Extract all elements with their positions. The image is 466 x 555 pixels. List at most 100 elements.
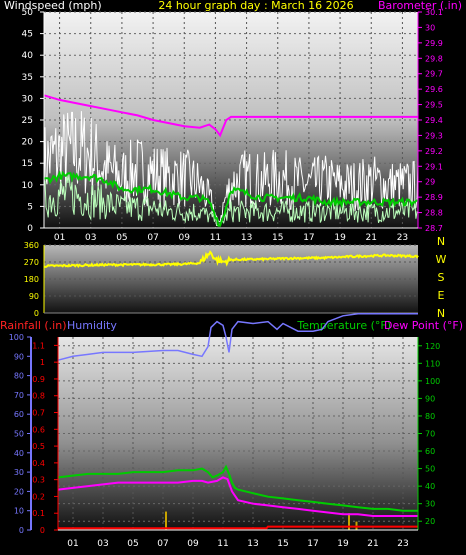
temperature-hour-label: 05 xyxy=(127,539,138,549)
wind-hour-label: 07 xyxy=(147,233,158,243)
barometer-tick-label: 30 xyxy=(425,23,435,32)
humidity-line xyxy=(57,313,418,361)
wind-axes: 0510152025303540455028.728.828.92929.129… xyxy=(22,8,443,243)
wind-tick-label: 15 xyxy=(22,159,33,169)
wind-hour-label: 15 xyxy=(272,233,283,243)
dewpoint-axis-title: Dew Point (°F) xyxy=(384,319,463,332)
humidity-tick-label: 100 xyxy=(9,333,24,342)
wind-tick-label: 25 xyxy=(22,116,33,126)
direction-tick-label: 180 xyxy=(24,275,39,284)
humidity-tick-label: 90 xyxy=(14,352,24,361)
wind-average-series xyxy=(43,174,419,226)
temperature-hour-label: 19 xyxy=(337,539,349,549)
graph-date-title: 24 hour graph day : March 16 2026 xyxy=(158,0,353,12)
barometer-tick-label: 28.7 xyxy=(425,224,443,233)
temperature-hour-label: 21 xyxy=(367,539,378,549)
wind-tick-label: 40 xyxy=(22,51,34,61)
direction-tick-label: 360 xyxy=(24,241,39,250)
temperature-hour-label: 11 xyxy=(217,539,228,549)
barometer-tick-label: 28.9 xyxy=(425,193,443,202)
temperature-hour-label: 03 xyxy=(97,539,108,549)
humidity-tick-label: 80 xyxy=(14,372,24,381)
wind-gust-series xyxy=(43,111,419,223)
barometer-tick-label: 28.8 xyxy=(425,209,443,218)
barometer-line xyxy=(43,94,418,138)
direction-series xyxy=(43,250,419,269)
compass-label: N xyxy=(437,307,445,320)
wind-axis-title: Windspeed (mph) xyxy=(4,0,102,12)
humidity-tick-label: 60 xyxy=(14,410,24,419)
barometer-tick-label: 29.4 xyxy=(425,116,443,125)
rain-tick-label: 0.9 xyxy=(32,375,45,384)
rainfall-series xyxy=(58,525,418,530)
temperature-axes: 2030405060708090100110120010203040506070… xyxy=(9,333,441,549)
temperature-axis-title: Temperature (°F) xyxy=(296,319,391,332)
wind-average-line xyxy=(43,174,419,226)
wind-hour-label: 13 xyxy=(241,233,252,243)
temperature-hour-label: 23 xyxy=(397,539,408,549)
wind-hour-label: 23 xyxy=(397,233,408,243)
barometer-tick-label: 29.2 xyxy=(425,147,443,156)
compass-label: W xyxy=(436,253,447,266)
rain-tick-label: 0.8 xyxy=(32,392,45,401)
wind-hour-label: 03 xyxy=(85,233,96,243)
dewpoint-line xyxy=(57,476,418,517)
humidity-tick-label: 40 xyxy=(14,449,24,458)
temperature-tick-label: 40 xyxy=(425,482,435,491)
direction-tick-label: 0 xyxy=(34,309,39,318)
direction-tick-label: 90 xyxy=(29,292,39,301)
temperature-tick-label: 30 xyxy=(425,500,435,509)
temperature-tick-label: 120 xyxy=(425,342,440,351)
barometer-tick-label: 29.8 xyxy=(425,54,443,63)
temperature-tick-label: 110 xyxy=(425,359,440,368)
wind-hour-label: 17 xyxy=(303,233,314,243)
barometer-tick-label: 29.6 xyxy=(425,85,443,94)
wind-tick-label: 35 xyxy=(22,73,33,83)
wind-tick-label: 5 xyxy=(27,202,33,212)
direction-line xyxy=(43,250,419,269)
wind-tick-label: 20 xyxy=(22,138,34,148)
temperature-line xyxy=(57,464,418,512)
temperature-hour-label: 07 xyxy=(157,539,168,549)
rain-tick-label: 0.6 xyxy=(32,425,45,434)
temperature-hour-label: 09 xyxy=(187,539,199,549)
barometer-tick-label: 30.1 xyxy=(425,8,443,17)
temperature-gridlines xyxy=(58,337,418,530)
temperature-tick-label: 60 xyxy=(425,447,435,456)
rain-tick-label: 0.3 xyxy=(32,476,45,485)
humidity-tick-label: 0 xyxy=(19,526,24,535)
temperature-series xyxy=(57,464,418,512)
humidity-tick-label: 10 xyxy=(14,507,24,516)
humidity-series xyxy=(57,313,418,361)
barometer-tick-label: 29.5 xyxy=(425,101,443,110)
wind-hour-label: 11 xyxy=(210,233,221,243)
rain-tick-label: 0.4 xyxy=(32,459,45,468)
wind-10min-series xyxy=(43,170,419,227)
wind-hour-label: 19 xyxy=(334,233,346,243)
wind-tick-label: 0 xyxy=(27,224,33,234)
humidity-tick-label: 30 xyxy=(14,468,24,477)
wind-gust-line xyxy=(43,111,419,223)
barometer-tick-label: 29.7 xyxy=(425,70,443,79)
temperature-hour-label: 13 xyxy=(247,539,258,549)
temperature-tick-label: 50 xyxy=(425,465,435,474)
dewpoint-series xyxy=(57,476,418,517)
rain-tick-label: 0 xyxy=(40,526,45,535)
wind-tick-label: 30 xyxy=(22,94,34,104)
compass-label: N xyxy=(437,235,445,248)
humidity-tick-label: 20 xyxy=(14,487,24,496)
temperature-hour-label: 15 xyxy=(277,539,288,549)
barometer-tick-label: 29 xyxy=(425,178,435,187)
wind-tick-label: 45 xyxy=(22,30,33,40)
wind-hour-label: 01 xyxy=(54,233,65,243)
barometer-tick-label: 29.3 xyxy=(425,131,443,140)
rain-tick-label: 0.7 xyxy=(32,409,45,418)
compass-label: S xyxy=(438,271,445,284)
rain-tick-label: 0.1 xyxy=(32,509,45,518)
barometer-axis-title: Barometer (.in) xyxy=(378,0,462,12)
temperature-tick-label: 100 xyxy=(425,377,440,386)
wind-tick-label: 10 xyxy=(22,181,34,191)
barometer-tick-label: 29.1 xyxy=(425,162,443,171)
